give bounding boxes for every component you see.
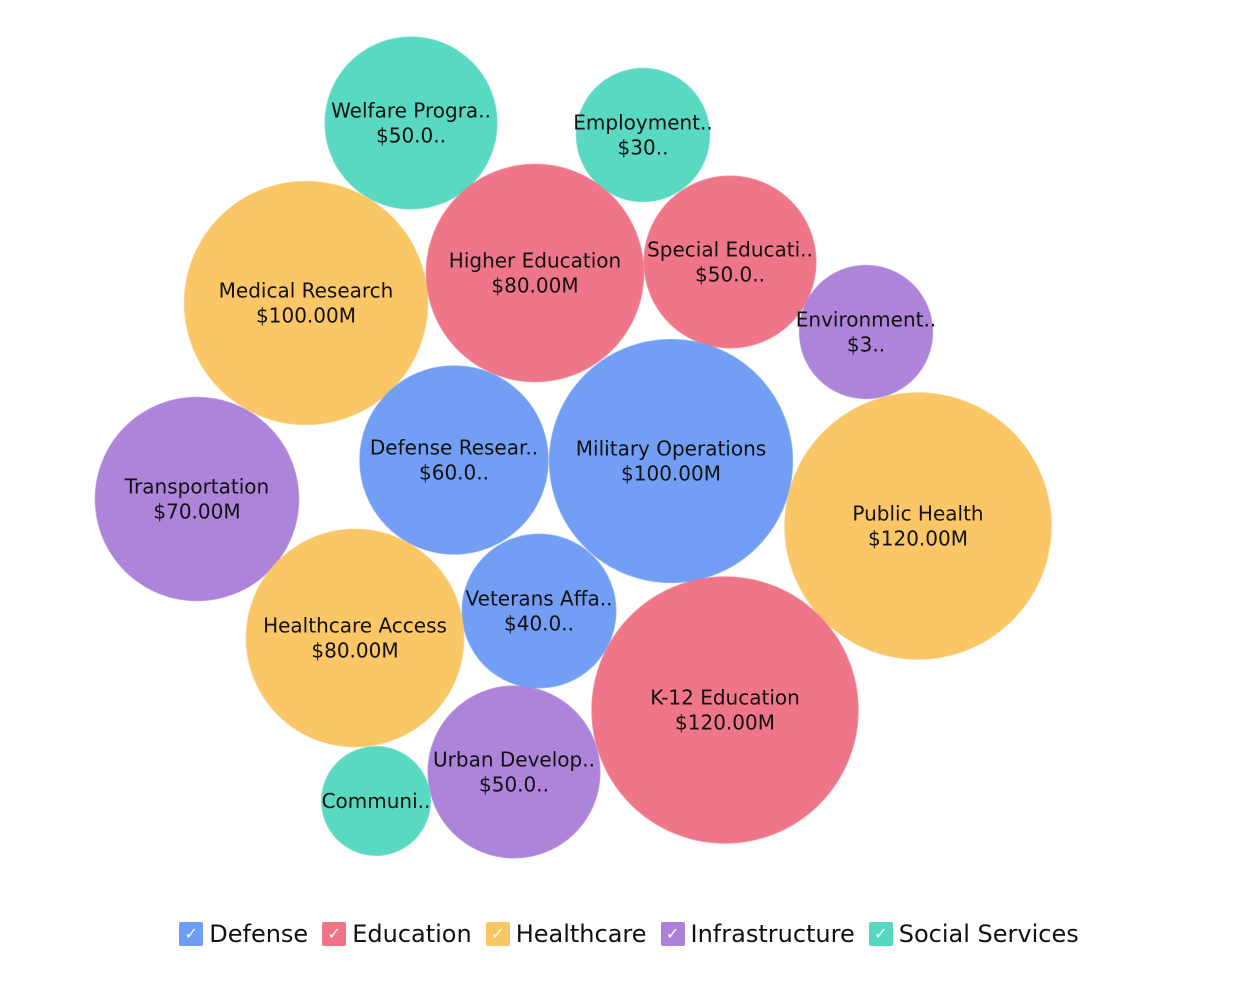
- bubble-circle[interactable]: [575, 67, 711, 203]
- bubble-urban-development[interactable]: Urban Develop..$50.0..: [427, 685, 601, 859]
- bubble-circle[interactable]: [548, 338, 794, 584]
- bubble-name-label: Employment..: [573, 111, 712, 135]
- bubble-name-label: Veterans Affa..: [466, 587, 613, 611]
- bubble-medical-research[interactable]: Medical Research$100.00M: [183, 180, 429, 426]
- bubble-circle[interactable]: [643, 175, 817, 349]
- bubble-name-label: Healthcare Access: [263, 614, 447, 638]
- bubble-welfare-programs[interactable]: Welfare Progra..$50.0..: [324, 36, 498, 210]
- bubble-healthcare-access[interactable]: Healthcare Access$80.00M: [245, 528, 465, 748]
- bubble-transportation[interactable]: Transportation$70.00M: [94, 396, 300, 602]
- bubble-value-label: $50.0..: [479, 773, 549, 797]
- bubble-value-label: $80.00M: [311, 639, 398, 663]
- bubble-circle[interactable]: [461, 533, 617, 689]
- bubble-value-label: $70.00M: [153, 500, 240, 524]
- bubble-name-label: Higher Education: [449, 249, 621, 273]
- bubble-value-label: $50.0..: [376, 124, 446, 148]
- legend-checkbox-icon[interactable]: ✓: [179, 922, 204, 946]
- bubble-value-label: $3..: [847, 333, 885, 357]
- bubble-public-health[interactable]: Public Health$120.00M: [784, 392, 1052, 660]
- legend-item-social-services[interactable]: ✓ Social Services: [868, 920, 1079, 948]
- bubble-name-label: Urban Develop..: [433, 748, 595, 772]
- bubble-circle[interactable]: [798, 264, 934, 400]
- bubble-name-label: Medical Research: [219, 279, 394, 303]
- legend-item-infrastructure[interactable]: ✓ Infrastructure: [660, 920, 855, 948]
- legend-item-defense[interactable]: ✓ Defense: [179, 920, 308, 948]
- bubble-circle[interactable]: [324, 36, 498, 210]
- bubble-circle[interactable]: [245, 528, 465, 748]
- bubble-environment[interactable]: Environment..$3..: [796, 264, 936, 400]
- bubble-name-label: Welfare Progra..: [331, 99, 491, 123]
- bubble-name-label: Military Operations: [576, 437, 766, 461]
- bubble-value-label: $80.00M: [491, 274, 578, 298]
- bubble-community[interactable]: Communi..: [320, 745, 432, 857]
- bubble-value-label: $60.0..: [419, 461, 489, 485]
- legend-item-education[interactable]: ✓ Education: [322, 920, 472, 948]
- legend-checkbox-icon[interactable]: ✓: [660, 922, 685, 946]
- legend-checkbox-icon[interactable]: ✓: [868, 922, 893, 946]
- bubble-name-label: Environment..: [796, 308, 936, 332]
- bubble-circle[interactable]: [320, 745, 432, 857]
- bubble-higher-education[interactable]: Higher Education$80.00M: [425, 163, 645, 383]
- bubble-name-label: Public Health: [852, 502, 983, 526]
- legend-label: Social Services: [898, 920, 1079, 948]
- chart-legend: ✓ Defense ✓ Education ✓ Healthcare ✓ Infrastruc…: [0, 912, 1258, 956]
- bubble-value-label: $100.00M: [256, 304, 356, 328]
- bubble-circle[interactable]: [425, 163, 645, 383]
- legend-label: Defense: [209, 920, 309, 948]
- bubble-value-label: $100.00M: [621, 462, 721, 486]
- bubble-circle[interactable]: [183, 180, 429, 426]
- bubble-circle[interactable]: [591, 576, 859, 844]
- bubble-chart: Welfare Progra..$50.0..Employment..$30..…: [94, 36, 1052, 859]
- bubble-military-operations[interactable]: Military Operations$100.00M: [548, 338, 794, 584]
- bubble-name-label: Communi..: [322, 789, 431, 813]
- bubble-circle[interactable]: [784, 392, 1052, 660]
- bubble-value-label: $30..: [618, 136, 669, 160]
- legend-label: Education: [352, 920, 472, 948]
- bubble-value-label: $120.00M: [675, 711, 775, 735]
- bubble-value-label: $50.0..: [695, 263, 765, 287]
- bubble-veterans-affairs[interactable]: Veterans Affa..$40.0..: [461, 533, 617, 689]
- bubble-special-education[interactable]: Special Educati..$50.0..: [643, 175, 817, 349]
- legend-checkbox-icon[interactable]: ✓: [485, 922, 510, 946]
- bubble-circle[interactable]: [359, 365, 549, 555]
- bubble-name-label: Special Educati..: [647, 238, 813, 262]
- bubble-circle[interactable]: [427, 685, 601, 859]
- legend-label: Infrastructure: [690, 920, 855, 948]
- bubble-value-label: $40.0..: [504, 612, 574, 636]
- legend-label: Healthcare: [515, 920, 647, 948]
- bubble-name-label: Transportation: [124, 475, 269, 499]
- legend-item-healthcare[interactable]: ✓ Healthcare: [485, 920, 647, 948]
- bubble-employment[interactable]: Employment..$30..: [573, 67, 713, 203]
- bubble-circle[interactable]: [94, 396, 300, 602]
- bubble-name-label: K-12 Education: [650, 686, 800, 710]
- bubble-k-12-education[interactable]: K-12 Education$120.00M: [591, 576, 859, 844]
- legend-checkbox-icon[interactable]: ✓: [322, 922, 347, 946]
- bubble-value-label: $120.00M: [868, 527, 968, 551]
- bubble-defense-research[interactable]: Defense Resear..$60.0..: [359, 365, 549, 555]
- bubble-name-label: Defense Resear..: [370, 436, 538, 460]
